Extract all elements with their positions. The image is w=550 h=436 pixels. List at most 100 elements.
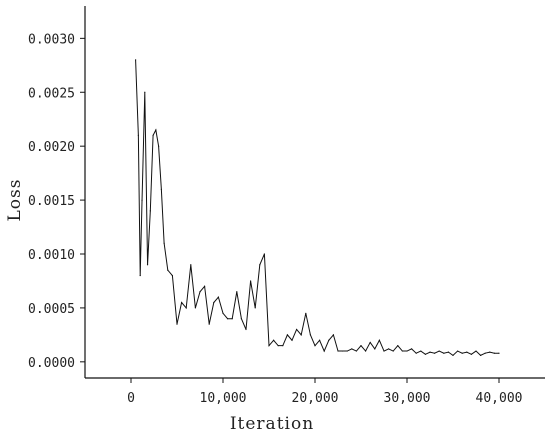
- x-ticks: 0 10,000 20,000 30,000 40,000: [127, 378, 522, 406]
- loss-data-point: [139, 274, 141, 277]
- y-tick-label: 0.0025: [28, 86, 75, 101]
- loss-data-point: [328, 339, 330, 341]
- x-tick-label: 20,000: [292, 391, 339, 406]
- loss-data-point: [194, 307, 196, 309]
- loss-data-point: [424, 353, 426, 355]
- loss-data-point: [160, 188, 162, 190]
- loss-data-point: [240, 318, 242, 320]
- loss-data-point: [185, 307, 187, 309]
- series-layer: [135, 59, 500, 357]
- loss-data-point: [146, 264, 149, 266]
- axes: [84, 6, 545, 379]
- loss-data-point: [268, 345, 270, 347]
- loss-data-point: [493, 352, 495, 354]
- loss-data-point: [355, 350, 357, 352]
- loss-data-point: [383, 350, 385, 352]
- loss-data-point: [222, 312, 224, 314]
- loss-data-point: [337, 350, 339, 352]
- loss-data-point: [360, 345, 362, 347]
- loss-data-point: [475, 350, 477, 352]
- loss-data-point: [420, 350, 422, 352]
- loss-data-point: [213, 301, 215, 304]
- loss-data-point: [461, 352, 463, 354]
- loss-data-point: [158, 145, 160, 147]
- loss-data-point: [323, 350, 325, 352]
- x-tick-label: 0: [127, 391, 135, 406]
- y-ticks: 0.0000 0.0005 0.0010 0.0015 0.0020 0.0025 0.00…: [28, 32, 85, 371]
- loss-data-point: [163, 242, 165, 244]
- loss-data-point: [378, 339, 380, 341]
- x-tick-label: 40,000: [476, 391, 523, 406]
- loss-data-point: [434, 352, 436, 354]
- loss-data-point: [314, 345, 316, 347]
- y-tick-label: 0.0020: [28, 140, 75, 155]
- loss-data-point: [190, 264, 192, 266]
- loss-data-point: [411, 348, 413, 350]
- y-tick-label: 0.0015: [28, 194, 75, 209]
- loss-data-point: [489, 351, 491, 353]
- x-axis-title: Iteration: [230, 414, 314, 434]
- loss-data-point: [332, 334, 334, 336]
- loss-series-line: [135, 59, 499, 357]
- loss-data-point: [204, 285, 206, 287]
- loss-data-point: [305, 312, 307, 314]
- y-tick-label: 0.0030: [28, 32, 75, 47]
- loss-data-point: [263, 253, 265, 255]
- loss-data-point: [388, 348, 390, 350]
- loss-data-point: [227, 318, 229, 320]
- loss-data-point: [231, 318, 233, 320]
- loss-data-point: [429, 351, 431, 353]
- loss-data-point: [452, 354, 454, 356]
- loss-data-point: [319, 339, 321, 341]
- y-tick-label: 0.0000: [28, 356, 75, 371]
- loss-data-point: [208, 323, 210, 325]
- loss-data-point: [351, 348, 353, 350]
- y-tick-label: 0.0010: [28, 248, 75, 263]
- loss-data-point: [470, 353, 472, 355]
- loss-data-point: [392, 350, 394, 352]
- loss-data-point: [346, 350, 348, 352]
- loss-data-point: [167, 269, 169, 271]
- loss-data-point: [286, 334, 288, 336]
- loss-data-point: [300, 334, 302, 336]
- loss-data-point: [397, 345, 399, 347]
- loss-data-point: [457, 350, 459, 352]
- loss-data-point: [406, 350, 408, 352]
- loss-data-point: [401, 350, 403, 352]
- y-tick-label: 0.0005: [28, 302, 75, 317]
- loss-data-point: [480, 354, 482, 356]
- loss-data-point: [282, 345, 284, 347]
- loss-data-point: [498, 352, 500, 354]
- loss-data-point: [171, 274, 173, 277]
- y-axis-title: Loss: [5, 179, 25, 222]
- loss-data-point: [155, 129, 157, 131]
- loss-data-point: [443, 352, 445, 354]
- loss-data-point: [277, 345, 279, 347]
- x-tick-label: 30,000: [384, 391, 431, 406]
- loss-data-point: [342, 350, 344, 352]
- loss-data-point: [296, 328, 298, 331]
- x-tick-label: 10,000: [200, 391, 247, 406]
- loss-data-point: [259, 264, 261, 266]
- loss-data-point: [135, 59, 137, 61]
- loss-data-point: [250, 280, 252, 282]
- loss-data-point: [291, 339, 293, 341]
- loss-data-point: [181, 301, 183, 304]
- loss-data-point: [309, 334, 311, 336]
- loss-data-point: [415, 352, 417, 354]
- loss-data-point: [137, 134, 139, 136]
- loss-data-point: [254, 307, 256, 309]
- loss-data-point: [176, 323, 178, 325]
- loss-data-point: [152, 134, 154, 136]
- loss-data-point: [447, 351, 449, 353]
- loss-data-point: [199, 291, 201, 293]
- loss-data-point: [141, 199, 143, 201]
- loss-data-point: [438, 350, 440, 352]
- loss-data-point: [245, 328, 247, 331]
- loss-data-point: [149, 210, 151, 212]
- loss-data-point: [369, 341, 371, 344]
- loss-data-point: [374, 348, 376, 350]
- loss-data-point: [144, 91, 146, 93]
- loss-data-point: [365, 350, 367, 352]
